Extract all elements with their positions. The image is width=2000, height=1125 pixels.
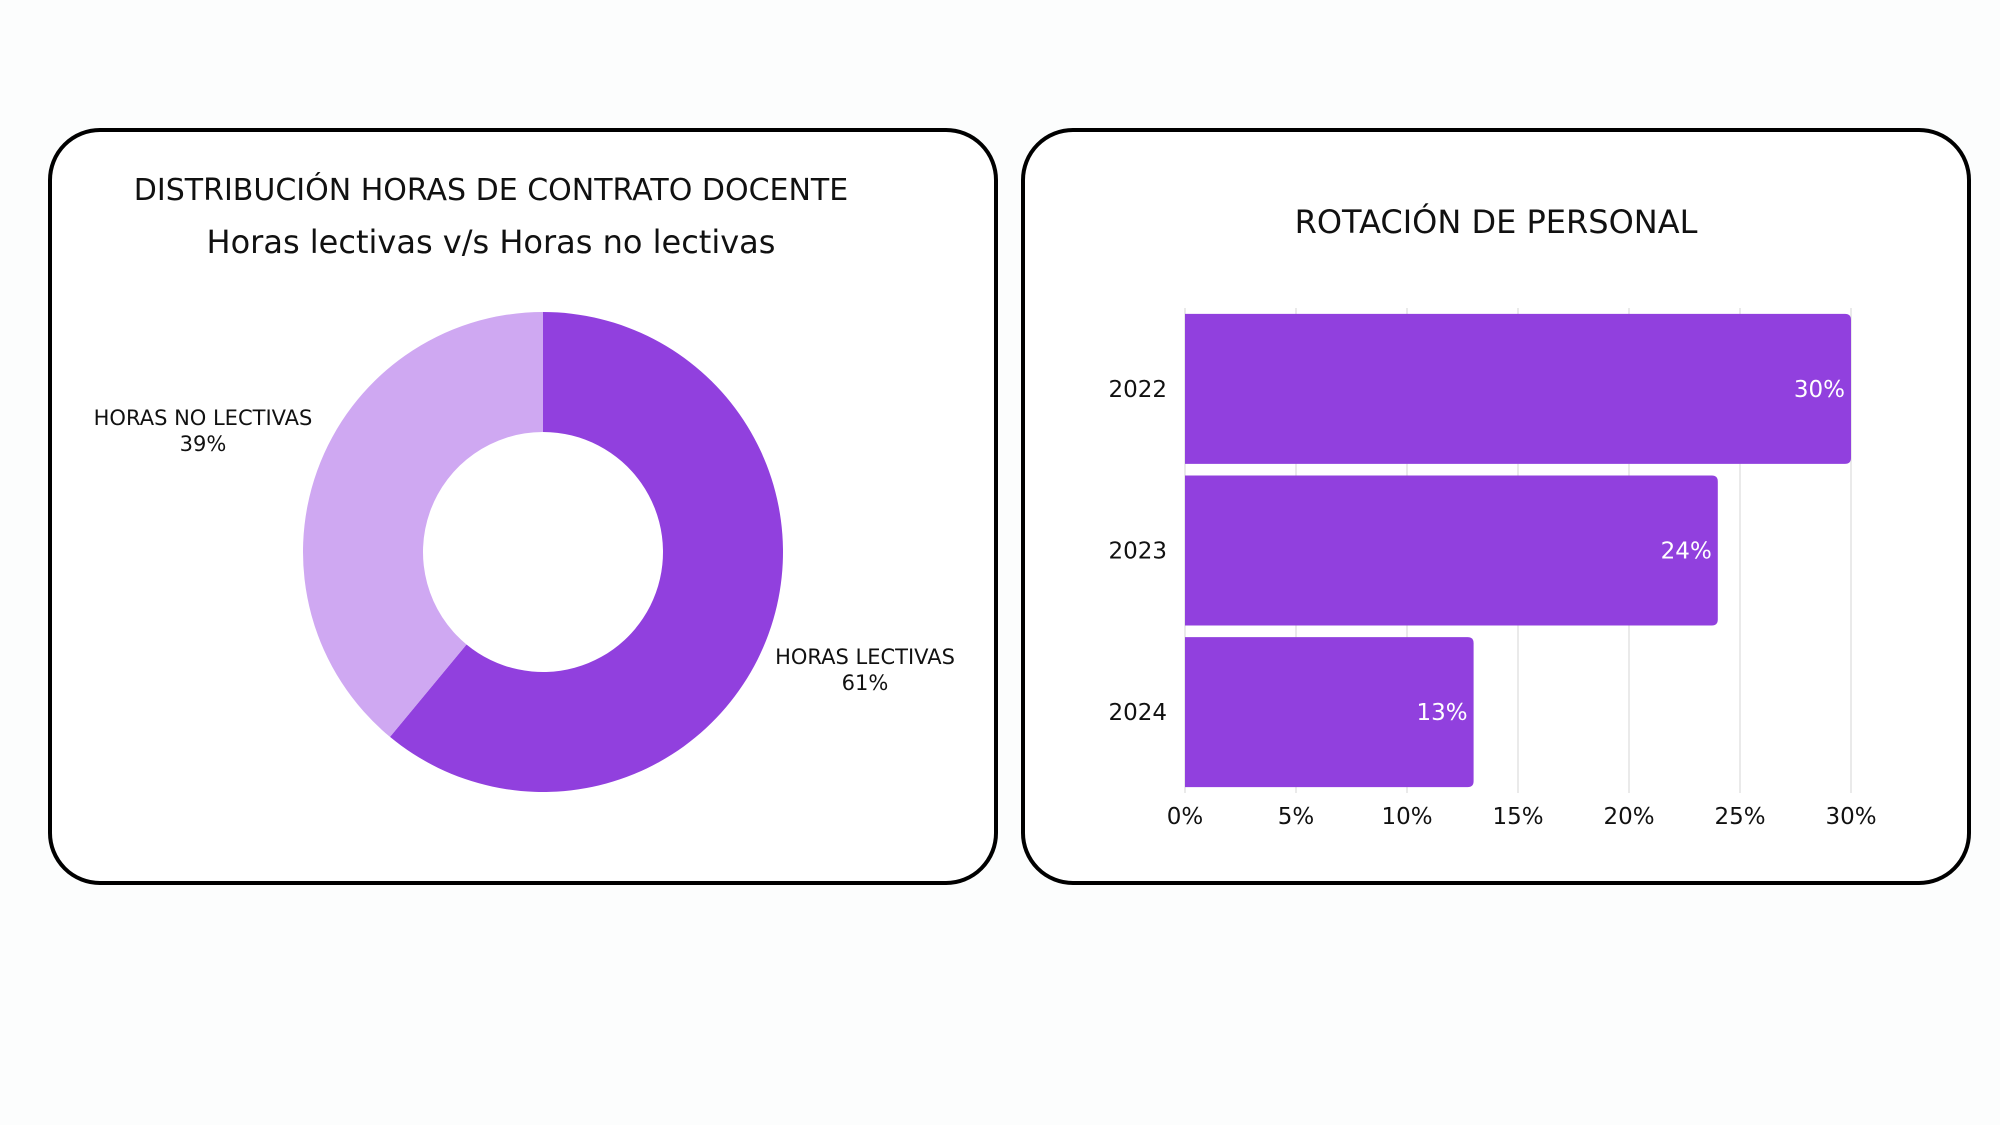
- donut-slices: [303, 312, 784, 792]
- slice-value-horas-no-lectivas: 39%: [180, 432, 227, 456]
- bar-2022: [1185, 313, 1851, 464]
- slice-label-horas-lectivas: HORAS LECTIVAS: [775, 645, 955, 669]
- x-tick-label: 30%: [1825, 804, 1876, 830]
- y-category-label: 2023: [1108, 539, 1167, 565]
- y-category-label: 2024: [1108, 700, 1167, 726]
- donut-chart-title: DISTRIBUCIÓN HORAS DE CONTRATO DOCENTE: [134, 171, 848, 208]
- x-tick-label: 0%: [1167, 804, 1204, 830]
- slice-value-horas-lectivas: 61%: [842, 671, 889, 695]
- x-tick-label: 20%: [1603, 804, 1654, 830]
- x-tick-label: 15%: [1492, 804, 1543, 830]
- donut-chart: DISTRIBUCIÓN HORAS DE CONTRATO DOCENTE H…: [94, 171, 955, 792]
- bar-x-ticks: 0% 5% 10% 15% 20% 25% 30%: [1167, 804, 1877, 830]
- bar-2024: [1185, 637, 1474, 788]
- bar-value-label: 24%: [1661, 539, 1712, 565]
- x-tick-label: 25%: [1714, 804, 1765, 830]
- slice-label-horas-no-lectivas: HORAS NO LECTIVAS: [94, 406, 313, 430]
- y-category-label: 2022: [1108, 377, 1167, 403]
- bar-value-label: 13%: [1416, 700, 1467, 726]
- bar-chart: ROTACIÓN DE PERSONAL 2022 30% 2023 24% 2024 1…: [1108, 202, 1876, 830]
- donut-slice-horas-lectivas: [390, 312, 784, 792]
- bar-chart-title: ROTACIÓN DE PERSONAL: [1295, 202, 1698, 241]
- x-tick-label: 10%: [1381, 804, 1432, 830]
- donut-slice-horas-no-lectivas: [303, 312, 543, 737]
- bar-bars: 2022 30% 2023 24% 2024 13%: [1108, 313, 1851, 788]
- donut-chart-subtitle: Horas lectivas v/s Horas no lectivas: [207, 223, 776, 261]
- bar-value-label: 30%: [1794, 377, 1845, 403]
- x-tick-label: 5%: [1278, 804, 1315, 830]
- bar-2023: [1185, 475, 1718, 626]
